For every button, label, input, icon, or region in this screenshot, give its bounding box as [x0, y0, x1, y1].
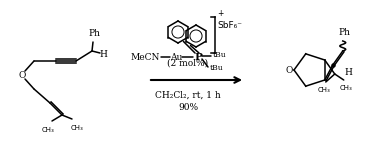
Text: CH₃: CH₃: [71, 125, 84, 131]
Text: +: +: [217, 8, 223, 17]
Text: CH₃: CH₃: [339, 85, 352, 91]
Text: Ph: Ph: [88, 29, 100, 38]
Text: 90%: 90%: [178, 104, 198, 112]
Text: H: H: [345, 68, 353, 76]
Text: tBu: tBu: [210, 64, 224, 72]
Text: SbF₆⁻: SbF₆⁻: [217, 20, 242, 29]
Text: Ph: Ph: [339, 28, 351, 37]
Text: H: H: [99, 49, 107, 59]
Text: CH₂Cl₂, rt, 1 h: CH₂Cl₂, rt, 1 h: [155, 91, 221, 100]
Text: O: O: [285, 65, 293, 75]
Text: CH₃: CH₃: [318, 87, 330, 93]
Text: CH₃: CH₃: [42, 127, 54, 133]
Text: tBu: tBu: [213, 51, 227, 59]
Text: P: P: [194, 52, 202, 61]
Text: (2 mol%): (2 mol%): [167, 59, 209, 68]
Text: MeCN: MeCN: [131, 52, 160, 61]
Text: Au: Au: [170, 52, 182, 61]
Text: O: O: [18, 71, 26, 80]
